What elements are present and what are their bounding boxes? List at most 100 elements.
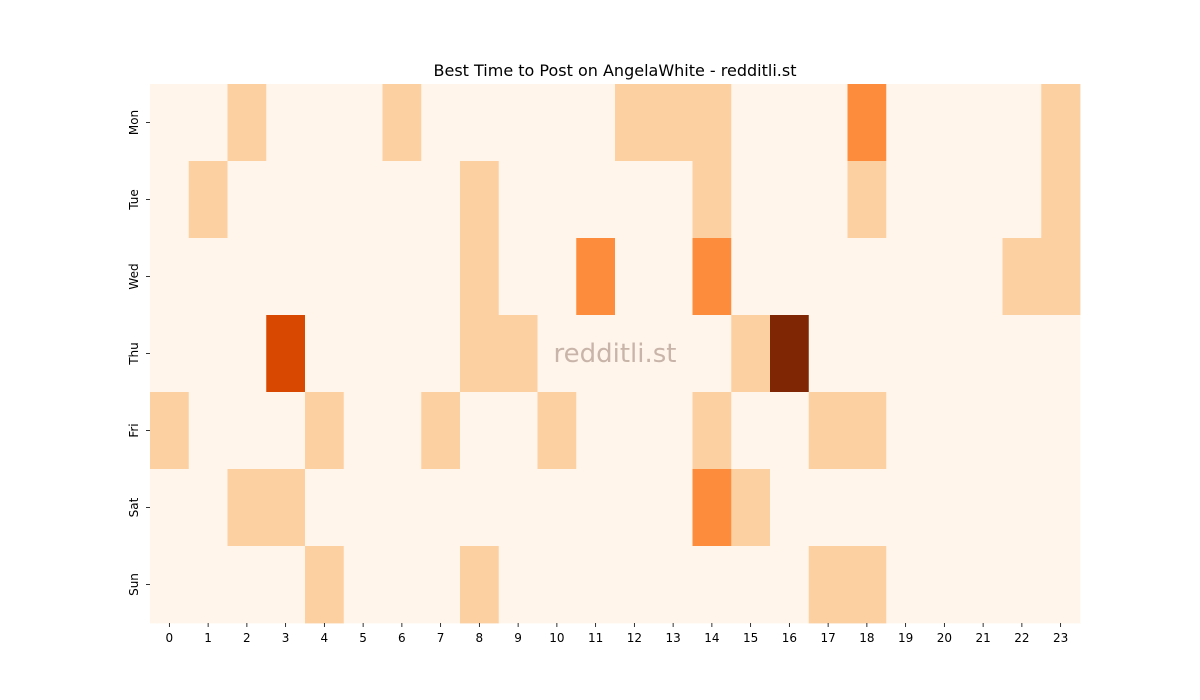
- heatmap-cells: [150, 84, 1081, 624]
- heatmap-cell-sat-20: [925, 469, 965, 547]
- heatmap-cell-mon-19: [886, 84, 926, 162]
- heatmap-cell-sat-4: [305, 469, 345, 547]
- heatmap-cell-thu-19: [886, 315, 926, 393]
- y-tick-label: Wed: [127, 263, 141, 289]
- heatmap-cell-fri-3: [266, 392, 306, 470]
- heatmap-cell-mon-21: [963, 84, 1003, 162]
- heatmap-cell-sun-10: [537, 546, 577, 624]
- heatmap-cell-mon-10: [537, 84, 577, 162]
- heatmap-cell-thu-13: [653, 315, 693, 393]
- heatmap-cell-thu-10: [537, 315, 577, 393]
- heatmap-cell-wed-22: [1002, 238, 1042, 316]
- heatmap-cell-fri-1: [188, 392, 228, 470]
- heatmap-cell-wed-6: [382, 238, 422, 316]
- heatmap-cell-sat-5: [343, 469, 383, 547]
- x-tick-label: 18: [859, 631, 874, 645]
- heatmap-cell-tue-10: [537, 161, 577, 239]
- heatmap-cell-tue-11: [576, 161, 616, 239]
- heatmap-cell-mon-13: [653, 84, 693, 162]
- heatmap-cell-mon-14: [692, 84, 732, 162]
- heatmap-cell-thu-23: [1041, 315, 1081, 393]
- heatmap-cell-thu-8: [460, 315, 500, 393]
- heatmap-cell-mon-15: [731, 84, 771, 162]
- heatmap-cell-fri-8: [460, 392, 500, 470]
- heatmap-cell-thu-21: [963, 315, 1003, 393]
- heatmap-cell-fri-22: [1002, 392, 1042, 470]
- heatmap-cell-sat-16: [770, 469, 810, 547]
- heatmap-cell-sun-8: [460, 546, 500, 624]
- x-tick-label: 20: [937, 631, 952, 645]
- heatmap-cell-wed-2: [227, 238, 267, 316]
- heatmap-cell-tue-13: [653, 161, 693, 239]
- heatmap-cell-tue-4: [305, 161, 345, 239]
- heatmap-cell-fri-13: [653, 392, 693, 470]
- heatmap-cell-mon-8: [460, 84, 500, 162]
- heatmap-cell-tue-23: [1041, 161, 1081, 239]
- heatmap-cell-tue-19: [886, 161, 926, 239]
- heatmap-cell-wed-9: [498, 238, 538, 316]
- x-tick-label: 9: [514, 631, 522, 645]
- heatmap-cell-sat-17: [808, 469, 848, 547]
- heatmap-cell-sun-23: [1041, 546, 1081, 624]
- heatmap-cell-wed-3: [266, 238, 306, 316]
- heatmap-cell-sat-9: [498, 469, 538, 547]
- x-tick-label: 10: [549, 631, 564, 645]
- heatmap-cell-sun-4: [305, 546, 345, 624]
- heatmap-cell-mon-11: [576, 84, 616, 162]
- y-tick-label: Mon: [127, 110, 141, 135]
- x-tick-label: 3: [282, 631, 290, 645]
- heatmap-cell-sun-18: [847, 546, 887, 624]
- heatmap-cell-mon-23: [1041, 84, 1081, 162]
- heatmap-cell-wed-15: [731, 238, 771, 316]
- heatmap-cell-fri-16: [770, 392, 810, 470]
- heatmap-cell-tue-3: [266, 161, 306, 239]
- x-tick-label: 14: [704, 631, 719, 645]
- heatmap-cell-thu-11: [576, 315, 616, 393]
- heatmap-cell-tue-14: [692, 161, 732, 239]
- x-tick-label: 7: [437, 631, 445, 645]
- heatmap-cell-sat-12: [615, 469, 655, 547]
- heatmap-cell-sun-11: [576, 546, 616, 624]
- heatmap-cell-tue-2: [227, 161, 267, 239]
- heatmap-cell-thu-22: [1002, 315, 1042, 393]
- heatmap-cell-mon-6: [382, 84, 422, 162]
- heatmap-cell-wed-8: [460, 238, 500, 316]
- heatmap-cell-thu-2: [227, 315, 267, 393]
- heatmap-cell-fri-7: [421, 392, 461, 470]
- heatmap-cell-fri-6: [382, 392, 422, 470]
- heatmap-cell-wed-14: [692, 238, 732, 316]
- heatmap-cell-thu-5: [343, 315, 383, 393]
- heatmap-cell-sat-23: [1041, 469, 1081, 547]
- heatmap-cell-fri-18: [847, 392, 887, 470]
- heatmap-cell-sat-21: [963, 469, 1003, 547]
- x-tick-label: 19: [898, 631, 913, 645]
- heatmap-cell-tue-7: [421, 161, 461, 239]
- heatmap-cell-sat-15: [731, 469, 771, 547]
- heatmap-cell-tue-0: [150, 161, 190, 239]
- heatmap-cell-tue-6: [382, 161, 422, 239]
- heatmap-cell-fri-19: [886, 392, 926, 470]
- heatmap-cell-thu-14: [692, 315, 732, 393]
- heatmap-cell-sun-13: [653, 546, 693, 624]
- y-tick-label: Sat: [127, 497, 141, 517]
- heatmap-cell-wed-19: [886, 238, 926, 316]
- heatmap-cell-thu-18: [847, 315, 887, 393]
- heatmap-cell-mon-7: [421, 84, 461, 162]
- heatmap-cell-mon-3: [266, 84, 306, 162]
- heatmap-cell-sat-0: [150, 469, 190, 547]
- heatmap-cell-mon-2: [227, 84, 267, 162]
- heatmap-cell-mon-0: [150, 84, 190, 162]
- heatmap-cell-wed-20: [925, 238, 965, 316]
- heatmap-cell-mon-17: [808, 84, 848, 162]
- heatmap-cell-tue-20: [925, 161, 965, 239]
- heatmap-cell-sun-20: [925, 546, 965, 624]
- heatmap-cell-sun-21: [963, 546, 1003, 624]
- heatmap-cell-sat-3: [266, 469, 306, 547]
- heatmap-cell-sun-2: [227, 546, 267, 624]
- heatmap-cell-wed-4: [305, 238, 345, 316]
- heatmap-cell-sun-0: [150, 546, 190, 624]
- heatmap-cell-sat-22: [1002, 469, 1042, 547]
- heatmap-cell-wed-0: [150, 238, 190, 316]
- heatmap-cell-fri-21: [963, 392, 1003, 470]
